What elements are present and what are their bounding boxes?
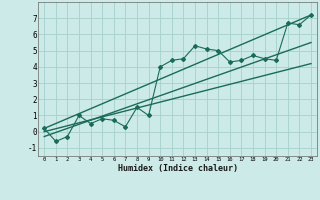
X-axis label: Humidex (Indice chaleur): Humidex (Indice chaleur) (118, 164, 238, 173)
